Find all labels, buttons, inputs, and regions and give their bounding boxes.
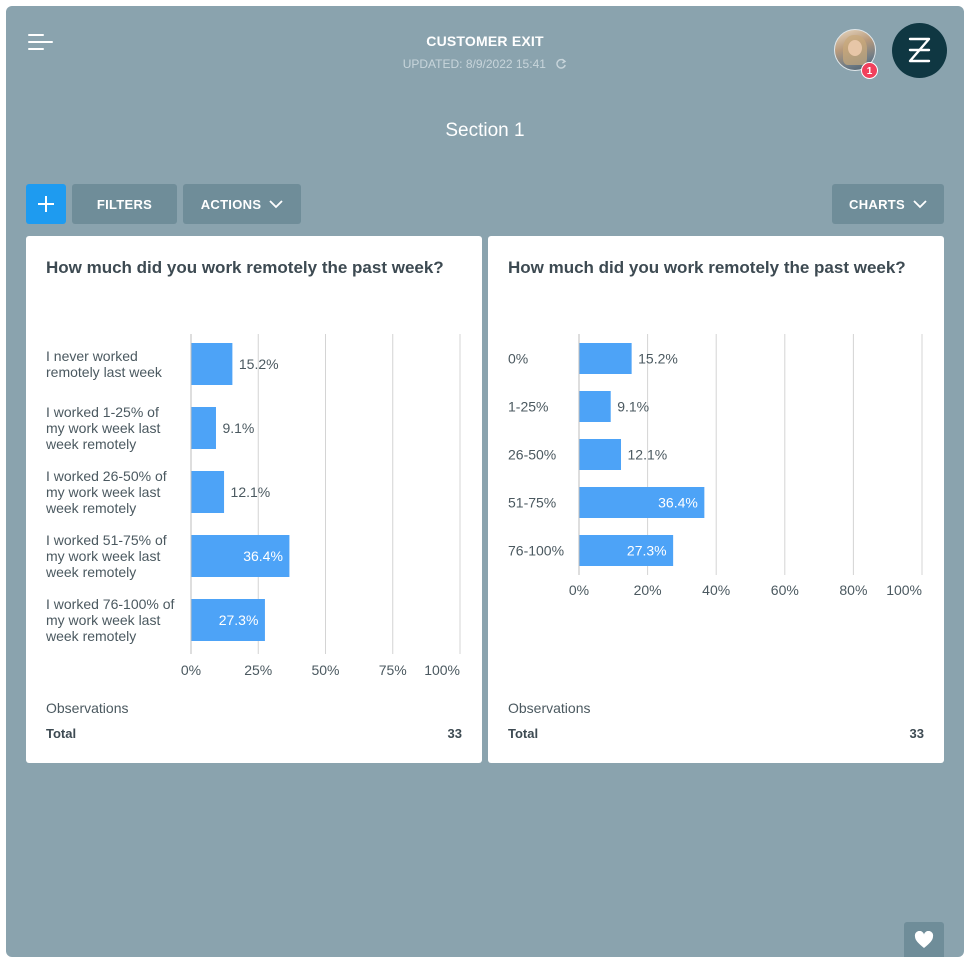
x-tick-label: 80% [839,582,867,598]
section-title: Section 1 [445,120,525,141]
notification-badge[interactable]: 1 [861,62,878,79]
bar[interactable] [579,343,632,374]
bar-value-label: 27.3% [219,612,259,628]
bar-value-label: 12.1% [231,484,271,500]
category-label: I worked 1-25% of my work week last week r… [45,404,160,452]
chevron-down-icon [913,197,927,212]
heart-icon [914,930,934,948]
chart-card-2: How much did you work remotely the past … [488,236,944,763]
category-label: 0% [508,351,528,367]
category-label: 76-100% [508,543,564,559]
category-label: I worked 76-100% of my work week last week… [45,596,175,644]
logo-icon[interactable] [892,23,947,78]
bar[interactable] [579,487,705,518]
bar-value-label: 9.1% [222,420,254,436]
x-tick-label: 40% [702,582,730,598]
bar[interactable] [579,391,611,422]
x-tick-label: 20% [634,582,662,598]
category-label: I never worked remotely last week [46,348,163,380]
app-canvas: CUSTOMER EXIT UPDATED: 8/9/2022 15:41 1 … [6,6,964,957]
total-value: 33 [447,726,462,741]
category-label: 1-25% [508,399,548,415]
charts-button[interactable]: CHARTS [832,184,944,224]
category-label: 26-50% [508,447,556,463]
bar[interactable] [191,535,290,577]
bar[interactable] [579,535,674,566]
actions-label: ACTIONS [200,196,262,212]
plus-icon [38,196,54,212]
bar[interactable] [191,599,265,641]
bar-value-label: 27.3% [627,543,667,559]
filters-button[interactable]: FILTERS [72,184,177,224]
refresh-icon[interactable] [555,58,567,73]
updated-text: UPDATED: 8/9/2022 15:41 [402,57,546,71]
bar[interactable] [191,471,225,513]
charts-label: CHARTS [849,196,905,212]
x-tick-label: 100% [424,662,460,678]
chart-card-1: How much did you work remotely the past … [26,236,482,763]
bar-value-label: 36.4% [243,548,283,564]
bar[interactable] [191,407,216,449]
category-label: 51-75% [508,495,556,511]
bar[interactable] [191,343,233,385]
total-value: 33 [909,726,924,741]
bar-value-label: 9.1% [617,399,649,415]
bar-value-label: 15.2% [638,351,678,367]
filters-label: FILTERS [96,196,153,212]
x-tick-label: 0% [181,662,201,678]
total-label: Total [508,726,539,741]
chevron-down-icon [269,197,283,212]
observations-label: Observations [508,700,591,716]
x-tick-label: 25% [244,662,272,678]
actions-button[interactable]: ACTIONS [183,184,301,224]
x-tick-label: 0% [569,582,589,598]
x-tick-label: 100% [886,582,922,598]
x-tick-label: 50% [311,662,339,678]
add-button[interactable] [26,184,66,224]
updated-timestamp: UPDATED: 8/9/2022 15:41 [6,57,964,73]
bar-value-label: 36.4% [658,495,698,511]
category-label: I worked 51-75% of my work week last week … [45,532,167,580]
bar-value-label: 15.2% [239,356,279,372]
chart-title: How much did you work remotely the past … [46,258,444,277]
x-tick-label: 60% [771,582,799,598]
observations-label: Observations [46,700,129,716]
category-label: I worked 26-50% of my work week last week … [45,468,167,516]
favorite-button[interactable] [904,922,944,957]
bar-chart-2: 0% 20% 40% 60% 80% 100% 15.2% 0% 9.1% 1-25% 12.1% 2… [508,334,923,598]
chart-title: How much did you work remotely the past … [508,258,906,277]
bar-value-label: 12.1% [628,447,668,463]
total-label: Total [46,726,77,741]
x-tick-label: 75% [379,662,407,678]
menu-icon[interactable] [28,31,56,55]
bar[interactable] [579,439,622,470]
bar-chart-1: 0% 25% 50% 75% 100% 15.2% I never worked remote… [45,334,461,678]
dashboard-title: CUSTOMER EXIT [426,33,544,49]
